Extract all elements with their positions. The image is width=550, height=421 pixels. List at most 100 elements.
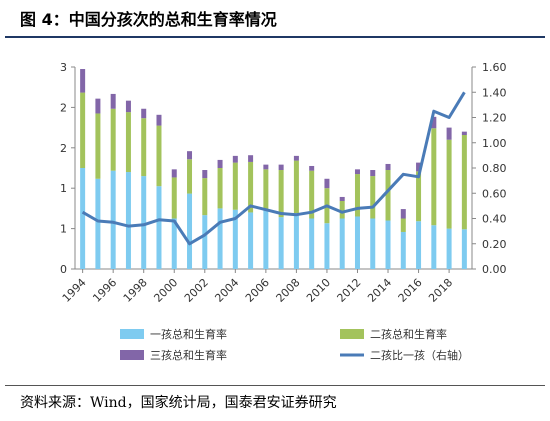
bar-second-child [400, 218, 406, 232]
bar-second-child [446, 139, 452, 229]
x-tick-label: 2010 [304, 276, 333, 305]
right-tick-label: 0.60 [482, 187, 507, 200]
x-tick-label: 2008 [274, 276, 303, 305]
bar-second-child [217, 168, 223, 209]
bar-first-child [156, 186, 162, 269]
x-tick-label: 2000 [151, 276, 180, 305]
left-tick-label: 1 [60, 182, 67, 195]
bar-first-child [370, 218, 376, 269]
bar-third-child [416, 162, 422, 172]
left-tick-label: 1 [60, 223, 67, 236]
bar-first-child [110, 170, 116, 269]
bar-third-child [354, 169, 360, 175]
bar-first-child [431, 225, 437, 269]
left-tick-label: 3 [60, 61, 67, 74]
bar-second-child [263, 169, 269, 210]
x-tick-label: 2018 [426, 276, 455, 305]
bar-third-child [446, 127, 452, 140]
bar-second-child [431, 128, 437, 226]
source-note: 资料来源：Wind，国家统计局，国泰君安证券研究 [20, 395, 337, 411]
bar-third-child [248, 155, 254, 162]
bar-third-child [339, 196, 345, 201]
bar-second-child [370, 176, 376, 219]
bar-second-child [354, 174, 360, 217]
bar-third-child [431, 116, 437, 129]
legend-swatch [120, 350, 144, 360]
bar-first-child [217, 208, 223, 269]
bar-second-child [202, 178, 208, 216]
bar-first-child [202, 215, 208, 269]
x-tick-label: 2004 [212, 276, 241, 305]
left-tick-label: 2 [60, 142, 67, 155]
x-tick-label: 2006 [243, 276, 272, 305]
x-tick-label: 2012 [335, 276, 364, 305]
bar-second-child [232, 162, 238, 210]
legend-label: 二孩比一孩（右轴） [370, 348, 469, 362]
bar-third-child [80, 69, 86, 93]
bar-first-child [354, 216, 360, 269]
bar-second-child [141, 118, 147, 177]
bar-third-child [278, 164, 284, 171]
bar-second-child [278, 170, 284, 218]
right-tick-label: 1.00 [482, 137, 507, 150]
bar-first-child [232, 209, 238, 269]
bar-first-child [385, 220, 391, 269]
bar-third-child [171, 169, 177, 178]
bar-third-child [141, 108, 147, 119]
bar-first-child [278, 217, 284, 269]
bar-third-child [156, 114, 162, 126]
bar-second-child [293, 160, 299, 214]
bar-third-child [293, 155, 299, 161]
bar-second-child [248, 161, 254, 213]
bar-second-child [339, 200, 345, 219]
bar-third-child [232, 155, 238, 163]
legend-label: 二孩总和生育率 [370, 327, 447, 341]
bar-third-child [95, 98, 101, 114]
bar-first-child [171, 218, 177, 269]
bar-third-child [125, 100, 131, 113]
bar-first-child [187, 193, 193, 269]
bar-third-child [400, 209, 406, 219]
x-tick-label: 1998 [121, 276, 150, 305]
bar-first-child [461, 229, 467, 269]
bar-second-child [171, 177, 177, 219]
bar-second-child [110, 108, 116, 171]
legend-swatch [340, 329, 364, 339]
left-tick-label: 2 [60, 101, 67, 114]
bar-third-child [370, 170, 376, 177]
bar-third-child [202, 170, 208, 179]
bar-third-child [385, 163, 391, 171]
bar-first-child [416, 221, 422, 269]
right-tick-label: 0.20 [482, 238, 507, 251]
bar-second-child [461, 135, 467, 230]
right-tick-label: 1.20 [482, 112, 507, 125]
legend-swatch [120, 329, 144, 339]
bar-first-child [324, 223, 330, 269]
x-tick-label: 2014 [365, 276, 394, 305]
bar-first-child [293, 213, 299, 269]
bar-second-child [385, 170, 391, 221]
bar-first-child [309, 218, 315, 269]
legend-label: 三孩总和生育率 [150, 348, 227, 362]
bar-third-child [110, 93, 116, 109]
bar-second-child [416, 171, 422, 222]
x-tick-label: 2002 [182, 276, 211, 305]
bar-third-child [187, 151, 193, 160]
bar-first-child [95, 178, 101, 269]
legend-label: 一孩总和生育率 [150, 327, 227, 341]
x-tick-label: 2016 [396, 276, 425, 305]
x-tick-label: 1996 [90, 276, 119, 305]
right-tick-label: 1.40 [482, 86, 507, 99]
right-tick-label: 0.80 [482, 162, 507, 175]
footer-rule [5, 385, 545, 386]
bar-second-child [95, 113, 101, 179]
bar-third-child [461, 131, 467, 136]
left-tick-label: 0 [60, 263, 67, 276]
bar-first-child [339, 218, 345, 269]
bar-second-child [187, 159, 193, 194]
bar-first-child [125, 172, 131, 269]
bar-third-child [309, 165, 315, 171]
right-tick-label: 0.40 [482, 213, 507, 226]
bar-second-child [80, 92, 86, 168]
